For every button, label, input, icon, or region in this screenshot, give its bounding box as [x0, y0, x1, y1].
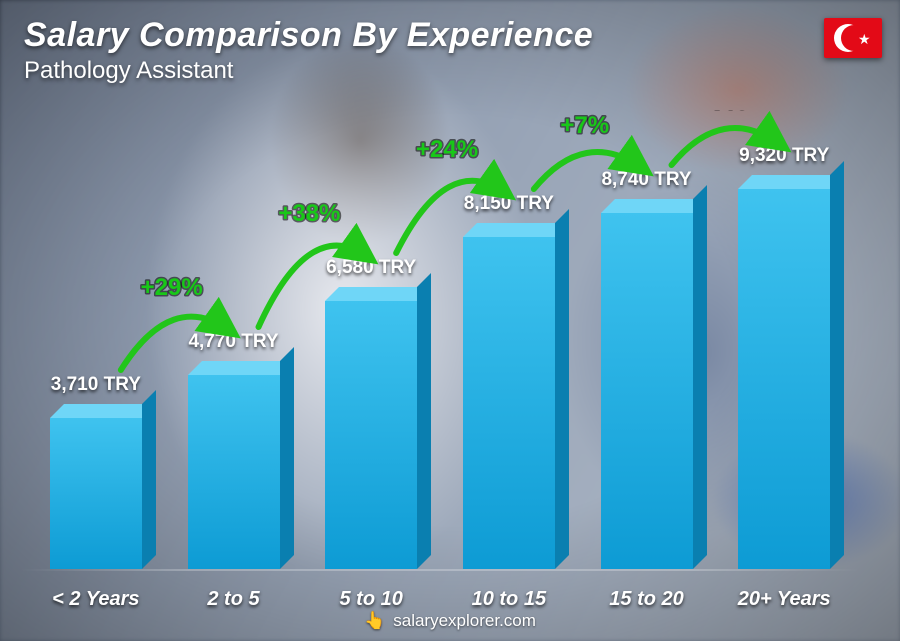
bar-value-label: 6,580 TRY: [291, 257, 451, 279]
bar-category-label: 15 to 20: [567, 588, 727, 611]
bar: [188, 375, 280, 569]
bar-value-label: 8,150 TRY: [429, 193, 589, 215]
chart-subtitle: Pathology Assistant: [24, 57, 810, 85]
bar-category-label: 2 to 5: [154, 588, 314, 611]
bar: [463, 237, 555, 569]
title-block: Salary Comparison By Experience Patholog…: [24, 16, 810, 85]
bar-slot: 2 to 54,770 TRY: [174, 110, 294, 569]
bar-chart: < 2 Years3,710 TRY2 to 54,770 TRY5 to 10…: [30, 110, 850, 569]
bar-cap: [601, 199, 707, 213]
bar-front: [325, 301, 417, 569]
bars-container: < 2 Years3,710 TRY2 to 54,770 TRY5 to 10…: [30, 110, 850, 569]
bar-front: [601, 213, 693, 569]
footer-text: salaryexplorer.com: [393, 611, 536, 630]
bar-cap: [463, 223, 569, 237]
bar-slot: 10 to 158,150 TRY: [449, 110, 569, 569]
bar-cap: [50, 404, 156, 418]
bar-side: [555, 209, 569, 569]
bar-cap: [325, 287, 431, 301]
bar: [325, 301, 417, 569]
bar-category-label: 5 to 10: [291, 588, 451, 611]
bar-slot: 15 to 208,740 TRY: [587, 110, 707, 569]
bar-category-label: 10 to 15: [429, 588, 589, 611]
bar-cap: [188, 361, 294, 375]
bar-side: [693, 185, 707, 569]
bar-slot: < 2 Years3,710 TRY: [36, 110, 156, 569]
pointer-icon: 👆: [364, 611, 385, 630]
footer-attribution: 👆 salaryexplorer.com: [0, 611, 900, 631]
bar-front: [188, 375, 280, 569]
bar-slot: 20+ Years9,320 TRY: [724, 110, 844, 569]
bar-value-label: 4,770 TRY: [154, 331, 314, 353]
bar-side: [830, 161, 844, 569]
bar: [50, 418, 142, 569]
bar-value-label: 3,710 TRY: [16, 374, 176, 396]
bar-value-label: 9,320 TRY: [704, 145, 864, 167]
bar-front: [738, 189, 830, 569]
bar-category-label: 20+ Years: [704, 588, 864, 611]
bar: [601, 213, 693, 569]
bar-front: [463, 237, 555, 569]
infographic-stage: Salary Comparison By Experience Patholog…: [0, 0, 900, 641]
chart-baseline: [20, 569, 860, 571]
bar-value-label: 8,740 TRY: [567, 169, 727, 191]
chart-title: Salary Comparison By Experience: [24, 16, 810, 55]
bar-side: [280, 347, 294, 569]
bar-cap: [738, 175, 844, 189]
bar-front: [50, 418, 142, 569]
bar-side: [417, 273, 431, 569]
bar-slot: 5 to 106,580 TRY: [311, 110, 431, 569]
turkey-flag-icon: ★: [824, 18, 882, 58]
bar-side: [142, 390, 156, 569]
bar-category-label: < 2 Years: [16, 588, 176, 611]
bar: [738, 189, 830, 569]
